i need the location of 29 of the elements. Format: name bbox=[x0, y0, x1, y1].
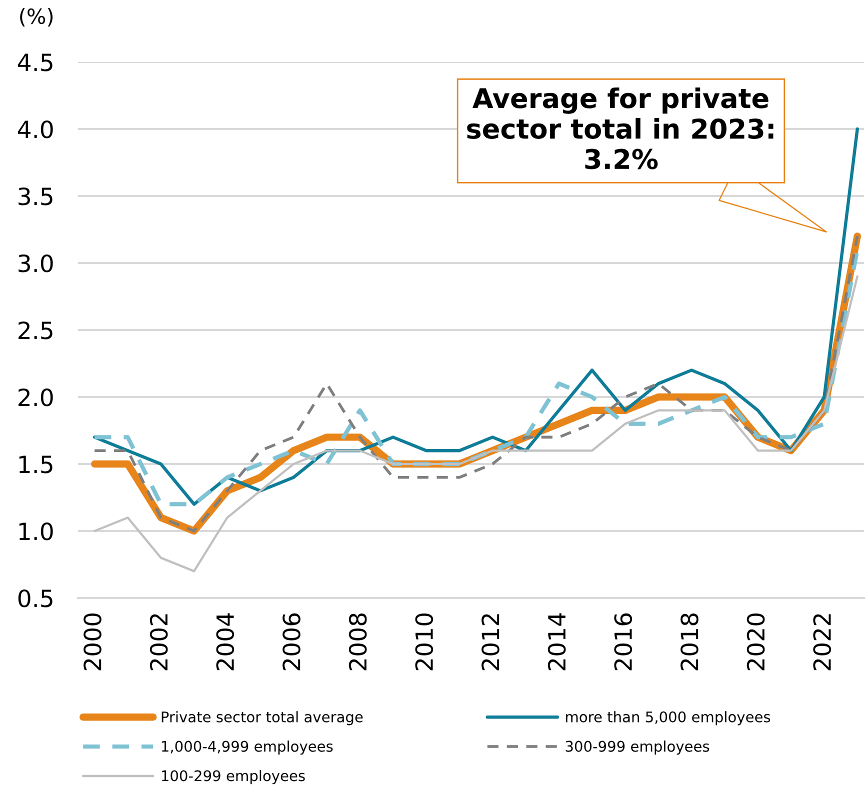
y-tick-label: 4.5 bbox=[18, 54, 52, 72]
y-tick-label: 0.5 bbox=[18, 589, 52, 608]
y-tick-label: 4.0 bbox=[18, 120, 53, 138]
x-tick-label: 2016 bbox=[614, 613, 632, 670]
legend-label: 1,000-4,999 employees bbox=[162, 740, 333, 755]
y-tick-label: 1.0 bbox=[19, 522, 53, 540]
x-tick-label: 2002 bbox=[150, 614, 168, 670]
x-tick-label: 2014 bbox=[548, 613, 566, 670]
x-tick-label: 2004 bbox=[216, 613, 234, 670]
legend-label: 300-999 employees bbox=[566, 740, 710, 755]
x-tick-label: 2000 bbox=[84, 613, 102, 670]
legend-label: Private sector total average bbox=[162, 711, 363, 726]
x-tick-label: 2012 bbox=[482, 614, 500, 670]
legend-label: more than 5,000 employees bbox=[566, 711, 770, 726]
y-tick-label: 2.5 bbox=[18, 321, 52, 340]
legend-label: 100-299 employees bbox=[162, 770, 305, 784]
x-tick-label: 2020 bbox=[746, 613, 765, 670]
annotation: Average for private sector total in 2023: 3.2% bbox=[467, 87, 774, 170]
y-tick-label: 3.0 bbox=[18, 254, 53, 272]
x-tick-label: 2022 bbox=[813, 614, 832, 670]
y-tick-label: 3.5 bbox=[18, 187, 52, 206]
x-tick-label: 2018 bbox=[680, 614, 698, 670]
y-tick-label: 1.5 bbox=[19, 456, 52, 474]
x-tick-label: 2010 bbox=[415, 613, 434, 670]
line-series bbox=[93, 275, 858, 572]
x-tick-label: 2006 bbox=[282, 613, 300, 670]
y-axis-title: (%) bbox=[20, 8, 53, 27]
x-tick-label: 2008 bbox=[348, 614, 367, 670]
y-tick-label: 2.0 bbox=[18, 388, 53, 406]
